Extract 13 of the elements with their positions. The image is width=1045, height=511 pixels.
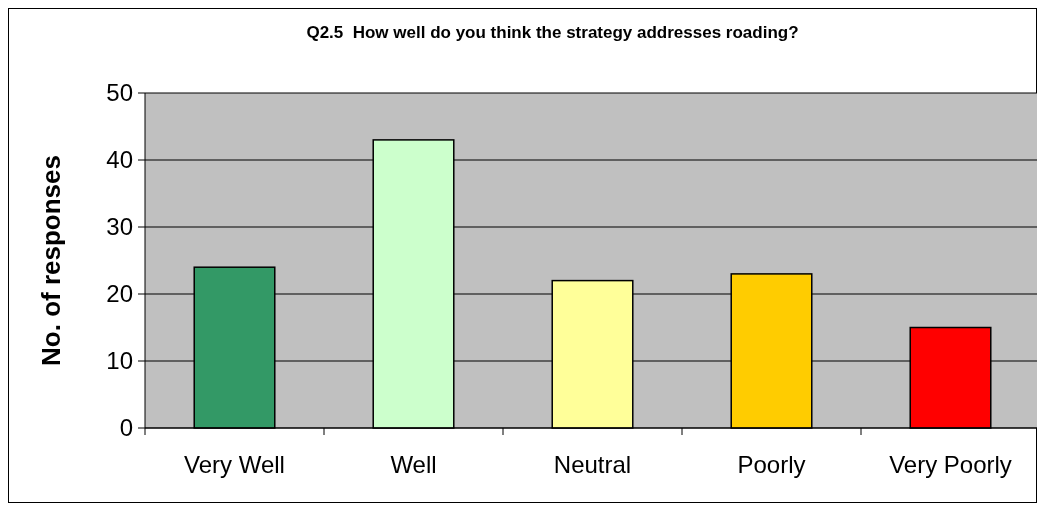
x-tick-label: Very Well: [184, 451, 285, 478]
y-tick-label: 40: [106, 146, 133, 174]
x-tick-label: Poorly: [737, 451, 806, 478]
y-axis-title: No. of responses: [36, 155, 66, 366]
x-tick-label: Well: [390, 451, 437, 478]
chart-title: Q2.5 How well do you think the strategy addresses roading?: [306, 23, 799, 42]
x-tick-label: Neutral: [553, 451, 632, 478]
y-tick-label: 50: [106, 79, 133, 107]
y-tick-label: 0: [119, 414, 133, 442]
y-tick-label: 20: [106, 280, 133, 308]
y-tick-label: 10: [106, 347, 133, 375]
y-tick-label: 30: [106, 213, 133, 241]
x-tick-label: Very Poorly: [889, 451, 1012, 478]
